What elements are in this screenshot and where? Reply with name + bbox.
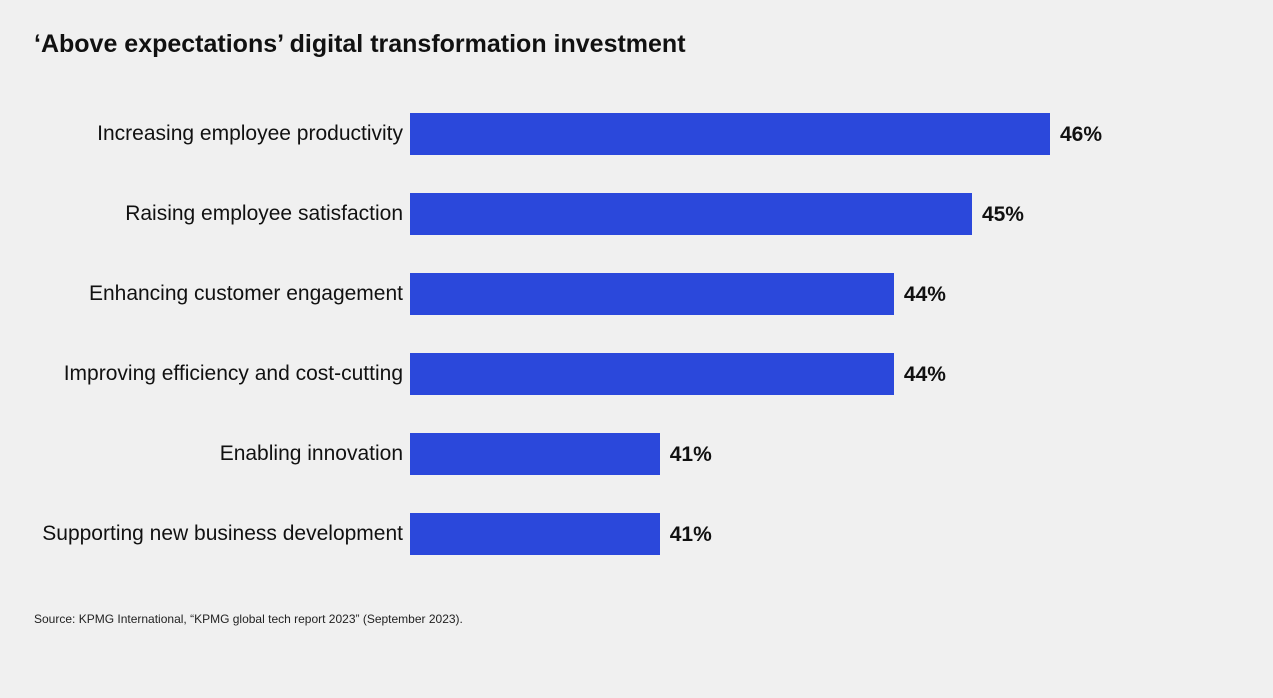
- source-note: Source: KPMG International, “KPMG global…: [34, 612, 463, 626]
- bar: [410, 513, 660, 555]
- data-label: 41%: [669, 523, 712, 546]
- category-label: Enabling innovation: [219, 442, 403, 465]
- bar: [410, 193, 972, 235]
- category-label: Supporting new business development: [42, 522, 403, 545]
- bar: [410, 433, 660, 475]
- bar-chart: Increasing employee productivity 46% Raisi…: [42, 113, 1103, 555]
- category-label: Enhancing customer engagement: [88, 282, 403, 305]
- bar: [410, 273, 894, 315]
- data-label: 41%: [669, 443, 712, 466]
- chart-title: ‘Above expectations’ digital transformat…: [34, 30, 686, 58]
- data-label: 44%: [903, 363, 946, 386]
- data-label: 45%: [981, 203, 1024, 226]
- bar: [410, 353, 894, 395]
- data-label: 44%: [903, 283, 946, 306]
- category-label: Increasing employee productivity: [97, 122, 403, 145]
- category-label: Raising employee satisfaction: [125, 202, 403, 225]
- bar: [410, 113, 1050, 155]
- data-label: 46%: [1060, 123, 1103, 146]
- category-label: Improving efficiency and cost-cutting: [63, 362, 403, 385]
